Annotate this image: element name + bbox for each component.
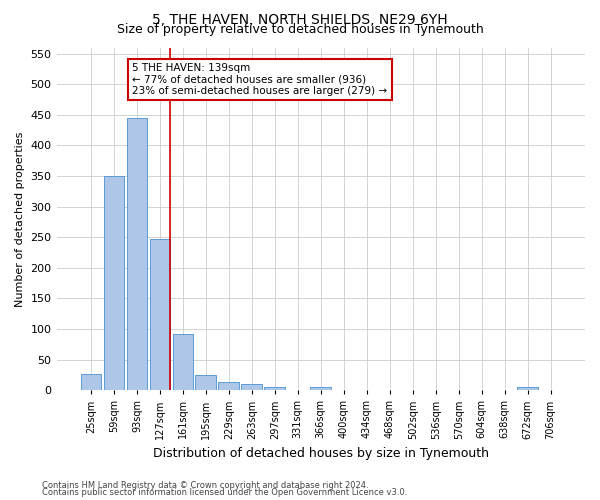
Bar [218, 382, 239, 390]
Bar [310, 387, 331, 390]
Bar [196, 375, 216, 390]
Bar [241, 384, 262, 390]
Text: 5 THE HAVEN: 139sqm
← 77% of detached houses are smaller (936)
23% of semi-detac: 5 THE HAVEN: 139sqm ← 77% of detached ho… [132, 63, 388, 96]
Text: 5, THE HAVEN, NORTH SHIELDS, NE29 6YH: 5, THE HAVEN, NORTH SHIELDS, NE29 6YH [152, 12, 448, 26]
Bar [127, 118, 147, 390]
Y-axis label: Number of detached properties: Number of detached properties [15, 131, 25, 306]
Bar [80, 374, 101, 390]
Bar [149, 239, 170, 390]
Bar [517, 387, 538, 390]
X-axis label: Distribution of detached houses by size in Tynemouth: Distribution of detached houses by size … [153, 447, 489, 460]
Text: Size of property relative to detached houses in Tynemouth: Size of property relative to detached ho… [116, 22, 484, 36]
Bar [173, 334, 193, 390]
Text: Contains HM Land Registry data © Crown copyright and database right 2024.: Contains HM Land Registry data © Crown c… [42, 480, 368, 490]
Bar [265, 386, 285, 390]
Bar [104, 176, 124, 390]
Text: Contains public sector information licensed under the Open Government Licence v3: Contains public sector information licen… [42, 488, 407, 497]
